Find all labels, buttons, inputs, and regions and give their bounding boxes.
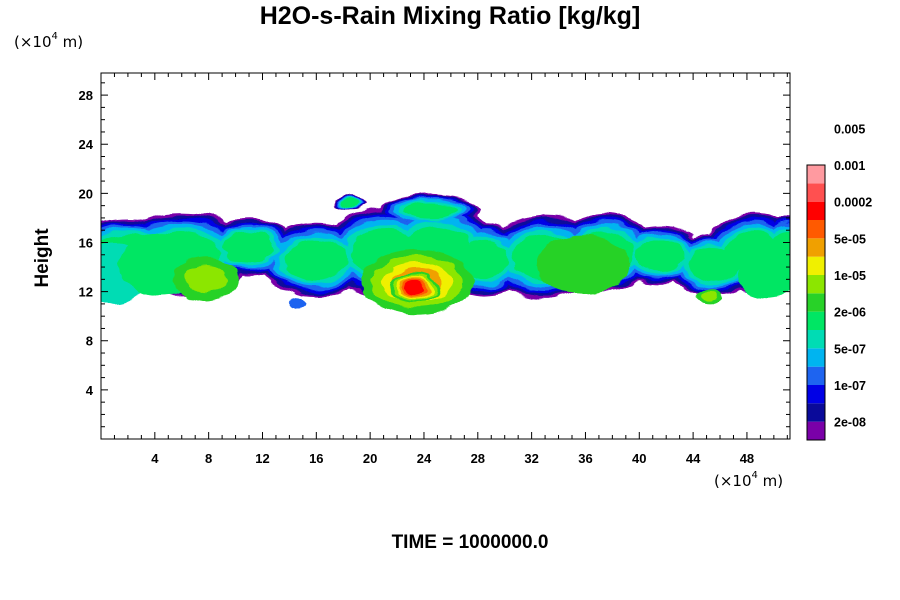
colorbar-swatch <box>807 421 825 440</box>
x-tick-label: 48 <box>740 451 754 466</box>
y-tick-label: 4 <box>86 383 94 398</box>
cloud-core-7-level-3 <box>288 297 305 311</box>
colorbar-swatch <box>807 238 825 257</box>
cloud-core-5-level-7 <box>535 235 630 295</box>
colorbar-swatch <box>807 256 825 275</box>
colorbar-label: 0.001 <box>834 159 865 173</box>
colorbar-swatch <box>807 183 825 202</box>
cloud-contour-93 <box>285 239 348 280</box>
colorbar-swatch <box>807 165 825 184</box>
chart-title: H2O-s-Rain Mixing Ratio [kg/kg] <box>259 2 641 30</box>
x-tick-label: 24 <box>417 451 432 466</box>
cloud-contour-96 <box>461 239 508 280</box>
colorbar-label: 2e-06 <box>834 306 866 320</box>
x-tick-label: 36 <box>578 451 592 466</box>
colorbar-swatch <box>807 330 825 349</box>
y-axis: 4 8 12 16 20 24 28 <box>79 82 790 428</box>
colorbar-label: 5e-07 <box>834 342 866 356</box>
y-tick-label: 12 <box>79 285 93 300</box>
cloud-contour-99 <box>634 239 685 271</box>
cloud-core-6-level-6 <box>737 248 790 298</box>
colorbar-label: 0.0002 <box>834 196 872 210</box>
x-tick-label: 8 <box>205 451 212 466</box>
colorbar-label: 0.005 <box>834 122 865 136</box>
colorbar-swatch <box>807 403 825 422</box>
x-tick-label: 28 <box>471 451 485 466</box>
y-tick-label: 16 <box>79 235 93 250</box>
colorbar-label: 1e-07 <box>834 379 866 393</box>
x-axis-unit: (×104 m) <box>714 470 784 490</box>
y-tick-label: 28 <box>79 88 93 103</box>
x-tick-label: 40 <box>632 451 646 466</box>
colorbar-swatch <box>807 275 825 294</box>
x-axis: 4 8 12 16 20 24 28 32 36 40 44 48 <box>113 73 788 466</box>
y-axis-unit: (×104 m) <box>14 31 84 51</box>
x-tick-label: 4 <box>151 451 159 466</box>
cloud-core-2-level-8 <box>185 265 227 294</box>
colorbar-swatch <box>807 385 825 404</box>
cloud-contour-100 <box>688 247 739 282</box>
colorbar-label: 1e-05 <box>834 269 866 283</box>
colorbar-frame <box>806 164 826 441</box>
x-tick-label: 12 <box>255 451 269 466</box>
cloud-contour-103 <box>403 202 459 220</box>
colorbar-label: 2e-08 <box>834 416 866 430</box>
y-tick-label: 20 <box>79 186 93 201</box>
cloud-contour-92 <box>224 231 275 264</box>
colorbar-swatch <box>807 220 825 239</box>
y-tick-label: 24 <box>79 137 94 152</box>
colorbar: 2e-08 1e-07 5e-07 2e-06 1e-05 5e-05 0.0002 0.00… <box>806 122 872 441</box>
cloud-core-4-level-12 <box>405 282 424 294</box>
x-tick-label: 32 <box>524 451 538 466</box>
mixing-ratio-field <box>101 194 790 314</box>
x-tick-label: 44 <box>686 451 701 466</box>
colorbar-swatch <box>807 311 825 330</box>
colorbar-swatch <box>807 293 825 312</box>
x-tick-label: 16 <box>309 451 323 466</box>
time-label: TIME = 1000000.0 <box>391 532 549 553</box>
cloud-contour-104 <box>340 199 360 207</box>
y-tick-label: 8 <box>86 334 93 349</box>
colorbar-label: 5e-05 <box>834 232 866 246</box>
x-tick-label: 20 <box>363 451 377 466</box>
colorbar-swatch <box>807 366 825 385</box>
cloud-core-8-level-8 <box>701 291 717 302</box>
plot-frame <box>100 72 791 440</box>
colorbar-swatch <box>807 348 825 367</box>
colorbar-swatch <box>807 201 825 220</box>
